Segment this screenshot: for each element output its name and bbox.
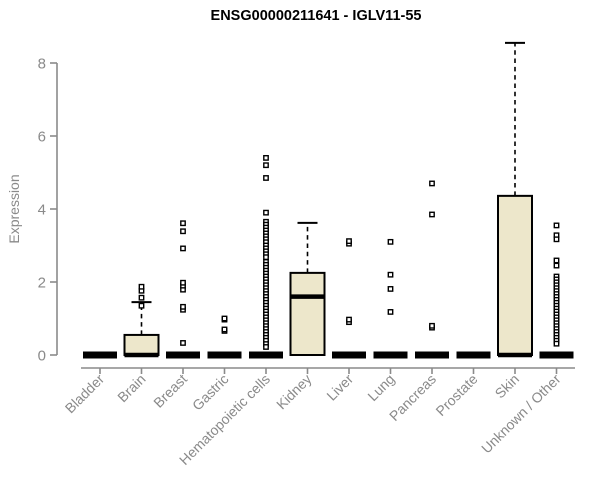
outlier-point-breast bbox=[180, 228, 186, 235]
x-tick-label-lung: Lung bbox=[364, 371, 397, 404]
outlier-point-hematopoietic-cells bbox=[263, 209, 269, 216]
box-lung bbox=[373, 351, 408, 359]
x-tick-label-unknown-other: Unknown / Other bbox=[478, 371, 564, 457]
x-tick-label-kidney: Kidney bbox=[273, 371, 315, 413]
x-tick-label-brain: Brain bbox=[114, 371, 148, 405]
outlier-point-liver bbox=[346, 238, 352, 245]
y-tick-label: 0 bbox=[38, 348, 46, 365]
x-tick-label-liver: Liver bbox=[323, 371, 356, 404]
outlier-point-lung bbox=[387, 286, 394, 292]
box-gastric bbox=[207, 351, 242, 359]
outlier-point-unknown-other bbox=[553, 222, 560, 229]
box-hematopoietic-cells bbox=[249, 351, 283, 359]
outlier-point-liver bbox=[346, 316, 352, 323]
x-tick-label-breast: Breast bbox=[150, 371, 190, 411]
chart-title: ENSG00000211641 - IGLV11-55 bbox=[210, 8, 422, 24]
outlier-point-pancreas bbox=[429, 322, 435, 329]
outlier-point-unknown-other bbox=[553, 262, 560, 269]
box-liver bbox=[332, 351, 366, 359]
outlier-point-pancreas bbox=[429, 211, 435, 218]
outlier-point-hematopoietic-cells bbox=[263, 162, 269, 169]
outlier-point-lung bbox=[387, 309, 394, 315]
outlier-point-unknown-other bbox=[553, 340, 560, 347]
outlier-point-hematopoietic-cells bbox=[263, 254, 269, 261]
outlier-point-lung bbox=[387, 238, 394, 245]
outlier-point-unknown-other bbox=[553, 257, 560, 264]
box-kidney bbox=[289, 271, 326, 356]
box-bladder bbox=[83, 351, 117, 359]
outlier-point-unknown-other bbox=[553, 236, 560, 243]
outlier-point-brain bbox=[138, 283, 145, 290]
outlier-point-breast bbox=[180, 340, 186, 346]
box-unknown-other bbox=[539, 351, 574, 359]
outlier-point-brain bbox=[138, 302, 145, 309]
box-prostate bbox=[456, 351, 491, 359]
outlier-point-hematopoietic-cells bbox=[263, 175, 269, 181]
outlier-point-brain bbox=[138, 294, 145, 301]
outlier-point-lung bbox=[387, 271, 394, 278]
box-breast bbox=[166, 351, 200, 359]
outlier-point-breast bbox=[180, 279, 186, 286]
x-tick-label-prostate: Prostate bbox=[432, 371, 480, 419]
box-pancreas bbox=[415, 351, 449, 359]
y-axis-title: Expression bbox=[6, 174, 22, 244]
box-brain bbox=[123, 333, 160, 356]
outlier-point-breast bbox=[180, 220, 186, 227]
outlier-point-breast bbox=[180, 245, 186, 252]
outlier-point-breast bbox=[180, 303, 186, 310]
y-tick-label: 8 bbox=[38, 56, 46, 73]
y-tick-label: 6 bbox=[38, 129, 46, 146]
outlier-point-gastric bbox=[221, 315, 228, 322]
y-tick-label: 4 bbox=[38, 202, 46, 219]
x-tick-label-bladder: Bladder bbox=[62, 371, 108, 417]
outlier-point-pancreas bbox=[429, 180, 435, 187]
outlier-point-gastric bbox=[221, 326, 228, 333]
outlier-point-hematopoietic-cells bbox=[263, 344, 269, 350]
outlier-point-hematopoietic-cells bbox=[263, 154, 269, 161]
box-skin bbox=[497, 194, 533, 356]
y-tick-label: 2 bbox=[38, 275, 46, 292]
x-tick-label-skin: Skin bbox=[492, 371, 523, 402]
